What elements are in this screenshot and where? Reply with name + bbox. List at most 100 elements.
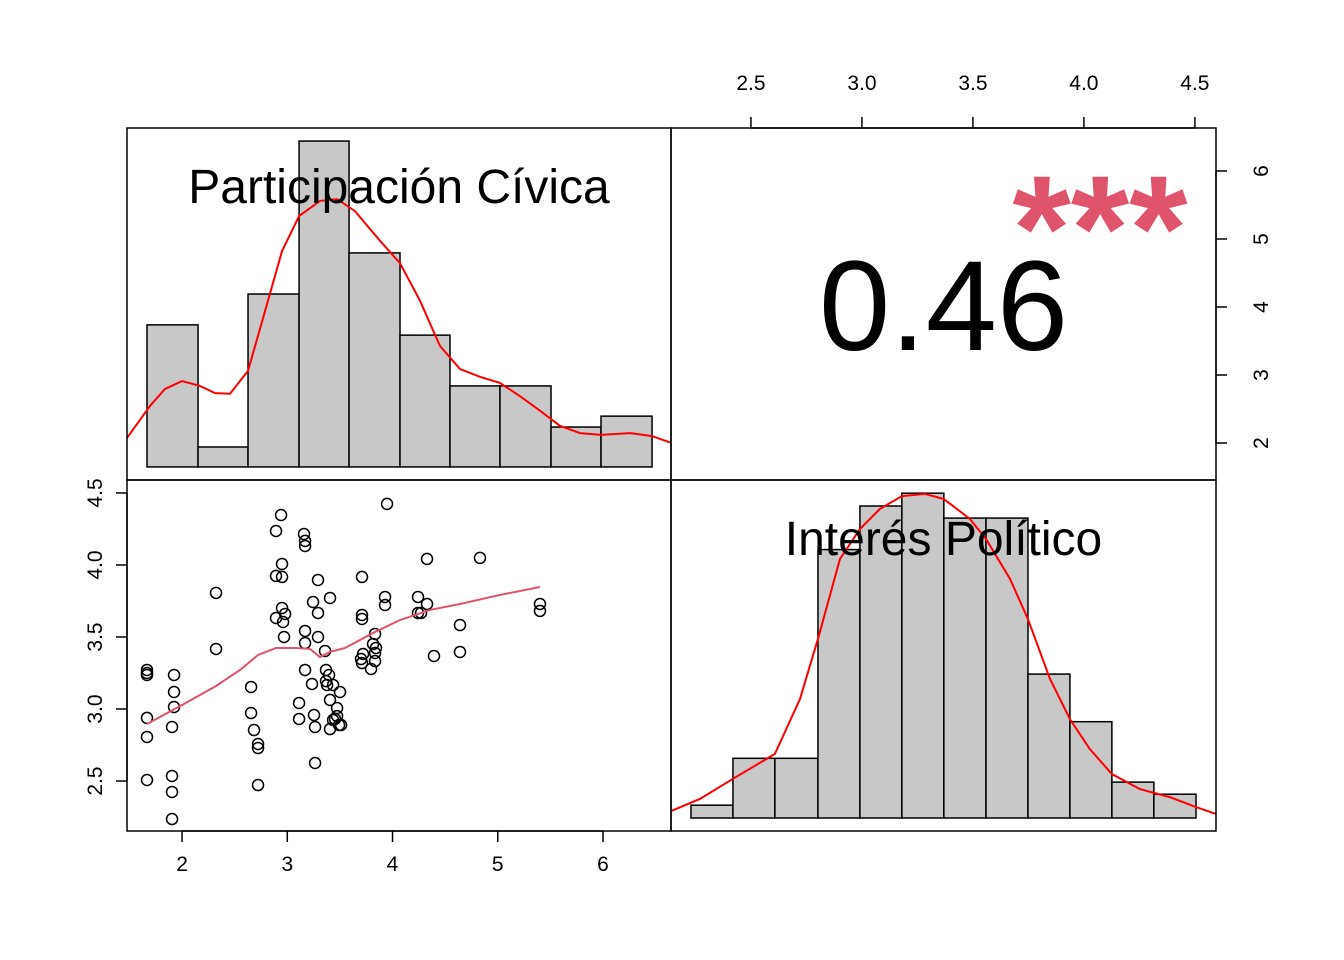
bar xyxy=(247,293,300,468)
point xyxy=(334,718,348,732)
y-tick-label: 3 xyxy=(1250,369,1273,381)
correlation-value: 0.46 xyxy=(819,235,1068,378)
y-tick-label: 2 xyxy=(1250,437,1273,449)
x-tick-label: 4.0 xyxy=(1069,72,1098,95)
bar xyxy=(298,140,350,468)
point xyxy=(533,597,547,611)
bar xyxy=(348,252,401,468)
point xyxy=(277,630,291,644)
point xyxy=(453,645,467,659)
point xyxy=(411,590,425,604)
curve xyxy=(670,492,1217,815)
point xyxy=(326,678,340,692)
point xyxy=(380,497,394,511)
curve xyxy=(126,198,672,444)
point xyxy=(247,723,261,737)
point xyxy=(355,570,369,584)
x-tick-label: 3.5 xyxy=(958,72,987,95)
bar xyxy=(690,804,734,819)
significance-stars: *** xyxy=(1012,144,1188,312)
point xyxy=(292,696,306,710)
bar xyxy=(732,757,776,819)
y-tick-label: 4 xyxy=(1250,301,1273,313)
curve xyxy=(146,586,541,725)
point xyxy=(473,551,487,565)
point xyxy=(305,677,319,691)
point xyxy=(209,586,223,600)
point xyxy=(167,668,181,682)
point xyxy=(140,730,154,744)
point xyxy=(298,636,312,650)
point xyxy=(311,630,325,644)
bar xyxy=(399,334,451,468)
point xyxy=(165,812,179,826)
point xyxy=(333,685,347,699)
point xyxy=(323,591,337,605)
point xyxy=(298,534,312,548)
point xyxy=(355,608,369,622)
panel-title: Participación Cívica xyxy=(188,161,610,214)
point xyxy=(275,557,289,571)
point xyxy=(414,606,428,620)
point xyxy=(356,647,370,661)
y-tick-label: 2.5 xyxy=(84,766,107,795)
point xyxy=(297,527,311,541)
point xyxy=(278,607,292,621)
bar xyxy=(817,548,861,819)
x-tick-label: 5 xyxy=(492,853,504,876)
point xyxy=(307,708,321,722)
bar xyxy=(943,517,987,819)
point xyxy=(368,646,382,660)
point xyxy=(308,756,322,770)
point xyxy=(364,662,378,676)
point xyxy=(140,668,154,682)
bar xyxy=(774,757,819,819)
point xyxy=(298,539,312,553)
x-tick-label: 3.0 xyxy=(847,72,876,95)
x-tick-label: 3 xyxy=(281,853,293,876)
point xyxy=(269,524,283,538)
point xyxy=(275,570,289,584)
point xyxy=(251,737,265,751)
y-tick-label: 4.0 xyxy=(84,550,107,579)
point xyxy=(378,598,392,612)
x-tick-label: 2 xyxy=(176,853,188,876)
point xyxy=(323,693,337,707)
point xyxy=(244,680,258,694)
point xyxy=(165,720,179,734)
point xyxy=(311,573,325,587)
point xyxy=(420,597,434,611)
point xyxy=(311,606,325,620)
point xyxy=(330,701,344,715)
point xyxy=(306,595,320,609)
point xyxy=(292,712,306,726)
point xyxy=(355,612,369,626)
bar xyxy=(600,415,653,468)
bar xyxy=(1027,673,1071,819)
point xyxy=(298,663,312,677)
panel-frame xyxy=(670,479,1217,832)
point xyxy=(244,706,258,720)
y-tick-label: 5 xyxy=(1250,233,1273,245)
point xyxy=(165,769,179,783)
point xyxy=(140,773,154,787)
point xyxy=(275,601,289,615)
bar xyxy=(1153,793,1197,819)
bar xyxy=(499,385,552,468)
bar xyxy=(449,385,501,468)
point xyxy=(533,604,547,618)
bar xyxy=(1069,720,1113,819)
point xyxy=(274,508,288,522)
point xyxy=(378,590,392,604)
point xyxy=(165,785,179,799)
x-tick-label: 4 xyxy=(387,853,399,876)
y-tick-label: 3.5 xyxy=(84,622,107,651)
point xyxy=(427,649,441,663)
point xyxy=(269,569,283,583)
point xyxy=(453,618,467,632)
x-tick-label: 6 xyxy=(597,853,609,876)
bar xyxy=(146,324,199,468)
bar xyxy=(859,505,903,819)
point xyxy=(209,642,223,656)
